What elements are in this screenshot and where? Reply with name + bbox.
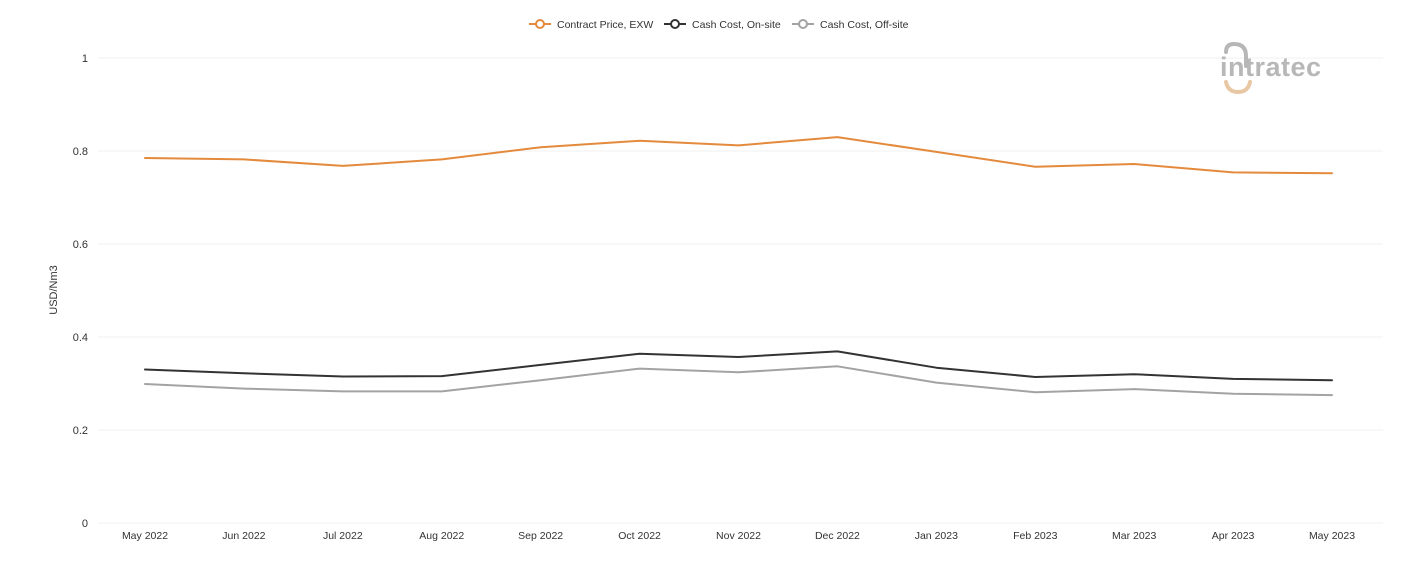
x-tick-label: Nov 2022 bbox=[716, 530, 761, 542]
x-tick-label: Aug 2022 bbox=[419, 530, 464, 542]
x-tick-label: Apr 2023 bbox=[1212, 530, 1255, 542]
x-tick-label: Dec 2022 bbox=[815, 530, 860, 542]
legend-item[interactable]: Cash Cost, On-site bbox=[664, 19, 781, 31]
x-tick-label: Oct 2022 bbox=[618, 530, 661, 542]
x-tick-label: Jan 2023 bbox=[915, 530, 958, 542]
series-line bbox=[144, 350, 1333, 382]
legend-item[interactable]: Cash Cost, Off-site bbox=[792, 19, 909, 31]
series-line bbox=[144, 136, 1333, 175]
series-line bbox=[144, 365, 1333, 397]
intratec-logo: intratec bbox=[1220, 41, 1322, 95]
y-tick-label: 0.8 bbox=[73, 146, 88, 158]
y-tick-label: 0.2 bbox=[73, 425, 88, 437]
x-tick-label: Sep 2022 bbox=[518, 530, 563, 542]
legend-circle-marker bbox=[535, 19, 545, 29]
y-tick-label: 0.4 bbox=[73, 332, 88, 344]
y-axis-ticks: 0 0.2 0.4 0.6 0.8 1 bbox=[73, 53, 88, 530]
x-tick-label: Feb 2023 bbox=[1013, 530, 1058, 542]
logo-arc-mark bbox=[1224, 41, 1248, 68]
y-tick-label: 0.6 bbox=[73, 239, 88, 251]
logo-wordmark: intratec bbox=[1220, 52, 1322, 82]
x-tick-label: May 2023 bbox=[1309, 530, 1355, 542]
x-axis-ticks: May 2022 Jun 2022 Jul 2022 Aug 2022 Sep 2022… bbox=[122, 530, 1355, 542]
legend-circle-marker bbox=[798, 19, 808, 29]
legend-label: Cash Cost, On-site bbox=[692, 19, 781, 31]
x-tick-label: Mar 2023 bbox=[1112, 530, 1157, 542]
y-axis-title: USD/Nm3 bbox=[48, 265, 60, 315]
legend[interactable]: Contract Price, EXW Cash Cost, On-site Cas… bbox=[529, 19, 909, 31]
x-tick-label: Jul 2022 bbox=[323, 530, 363, 542]
logo-swoosh-mark bbox=[1224, 80, 1252, 95]
x-tick-label: Jun 2022 bbox=[222, 530, 265, 542]
y-tick-label: 1 bbox=[82, 53, 88, 65]
x-tick-label: May 2022 bbox=[122, 530, 168, 542]
series-lines bbox=[144, 136, 1333, 397]
y-tick-label: 0 bbox=[82, 518, 88, 530]
legend-label: Contract Price, EXW bbox=[557, 19, 653, 31]
legend-item[interactable]: Contract Price, EXW bbox=[529, 19, 653, 31]
legend-circle-marker bbox=[670, 19, 680, 29]
legend-label: Cash Cost, Off-site bbox=[820, 19, 909, 31]
gridlines bbox=[98, 57, 1383, 524]
